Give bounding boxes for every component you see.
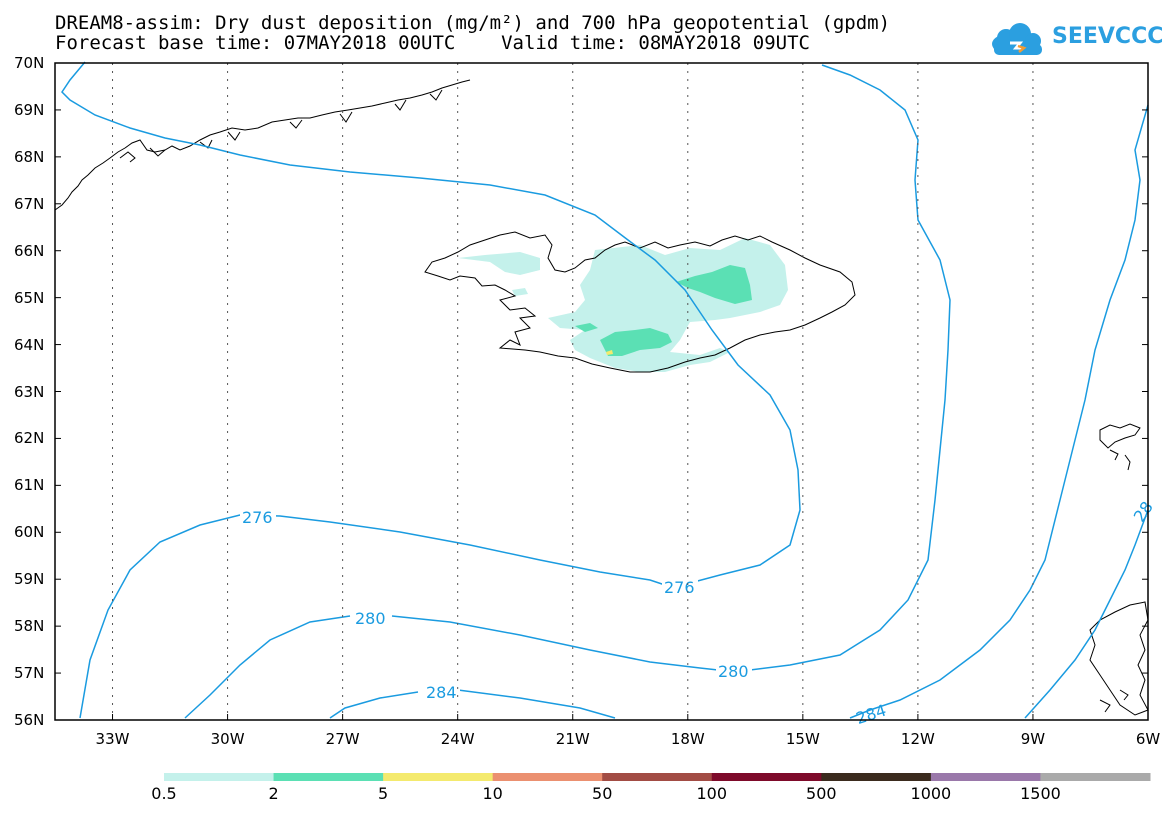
axis-ticks (55, 62, 1149, 721)
legend-label: 5 (378, 784, 389, 803)
contour-280 (184, 615, 351, 719)
contour-276-east (749, 64, 951, 671)
contour-284-east (849, 104, 1149, 719)
legend-label: 10 (482, 784, 503, 803)
latitude-label: 59N (14, 570, 45, 589)
longitude-label: 15W (785, 730, 820, 748)
contour-272-north (61, 61, 801, 584)
contour-284-b (457, 689, 616, 719)
latitude-label: 64N (14, 335, 45, 354)
legend-swatch (602, 773, 713, 781)
map-title-line-2: Forecast base time: 07MAY2018 00UTC Vali… (55, 32, 810, 54)
dust-area-green-ne (676, 265, 752, 304)
latitude-label: 66N (14, 241, 45, 260)
legend-label: 0.5 (151, 784, 177, 803)
longitude-label: 30W (210, 730, 245, 748)
legend-label: 1500 (1020, 784, 1061, 803)
faroe-islands (1099, 423, 1141, 471)
dust-area-yellow (606, 350, 613, 355)
map-frame (54, 62, 1149, 721)
latitude-label: 68N (14, 147, 45, 166)
legend-label: 1000 (910, 784, 952, 803)
longitude-label: 21W (555, 730, 590, 748)
geopotential-contours (61, 61, 1149, 719)
latitude-label: 70N (14, 54, 45, 72)
gridlines (112, 63, 1034, 720)
legend-colorbar (164, 773, 1151, 781)
greenland-coast-detail (119, 89, 443, 163)
contour-288-east (1024, 509, 1149, 719)
map-title-line-1: DREAM8-assim: Dry dust deposition (mg/m²… (55, 12, 891, 34)
logo-text: SEEVCCC (1052, 24, 1164, 49)
dust-area-green-s (600, 328, 672, 356)
latitude-label: 61N (14, 476, 45, 495)
longitude-label: 27W (325, 730, 360, 748)
legend-swatch (492, 773, 603, 781)
legend-swatch (711, 773, 822, 781)
latitude-label: 67N (14, 194, 45, 213)
latitude-label: 63N (14, 382, 45, 401)
cloud-icon (992, 23, 1042, 55)
dust-area-light-spot (512, 288, 528, 296)
longitude-label: 9W (1020, 730, 1046, 748)
contour-label: 284 (854, 701, 889, 729)
contour-label: 284 (426, 683, 457, 702)
longitude-label: 33W (95, 730, 130, 748)
contour-label: 280 (355, 609, 386, 628)
legend-label: 100 (696, 784, 728, 803)
dust-area-green-w (575, 323, 598, 332)
contour-labels: 276 276 280 280 284 284 28 (240, 498, 1157, 728)
contour-label: 28 (1130, 498, 1157, 526)
legend-swatch (273, 773, 384, 781)
legend-label: 50 (592, 784, 613, 803)
contour-284 (329, 691, 419, 719)
latitude-label: 57N (14, 664, 45, 683)
legend-label: 2 (268, 784, 279, 803)
legend-swatch (383, 773, 494, 781)
greenland-coast (54, 79, 471, 211)
legend-label: 500 (806, 784, 837, 803)
longitude-label: 24W (440, 730, 475, 748)
latitude-label: 60N (14, 523, 45, 542)
latitude-label: 58N (14, 617, 45, 636)
contour-label: 280 (718, 662, 749, 681)
coastlines (54, 79, 1149, 716)
legend-swatch (1040, 773, 1151, 781)
longitude-label: 6W (1135, 730, 1161, 748)
contour-label: 276 (664, 578, 695, 597)
legend-swatch (821, 773, 932, 781)
latitude-label: 65N (14, 288, 45, 307)
latitude-label: 69N (14, 100, 45, 119)
contour-276 (79, 514, 666, 719)
scotland-coast (1089, 601, 1149, 716)
legend-swatch (164, 773, 275, 781)
longitude-label: 18W (670, 730, 705, 748)
longitude-label: 12W (900, 730, 935, 748)
contour-label: 276 (242, 508, 273, 527)
dust-area-light-west (458, 252, 540, 275)
seevccc-logo (992, 23, 1042, 55)
contour-280-b (391, 615, 719, 671)
dust-area-light (548, 238, 788, 372)
dust-deposition-layer (458, 238, 788, 372)
latitude-label: 56N (14, 711, 45, 729)
latitude-label: 62N (14, 429, 45, 448)
legend-swatch (930, 773, 1041, 781)
